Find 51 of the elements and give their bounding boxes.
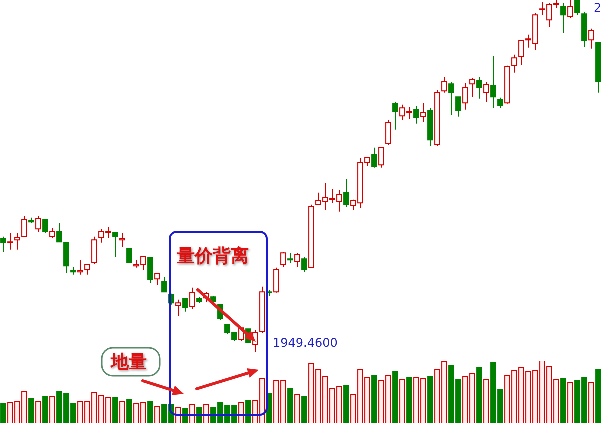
candlestick xyxy=(518,40,524,66)
candlestick xyxy=(64,242,70,274)
candlestick xyxy=(92,236,98,264)
candlestick xyxy=(280,252,286,268)
candlestick xyxy=(22,216,28,238)
candlestick xyxy=(274,267,280,294)
annotation: 地量 xyxy=(111,351,147,374)
candlestick xyxy=(50,228,56,238)
candlestick xyxy=(176,299,182,317)
candlestick xyxy=(288,252,294,264)
candlestick xyxy=(344,178,350,208)
candlestick xyxy=(372,147,378,168)
candlestick xyxy=(414,105,420,124)
candlestick xyxy=(392,102,398,130)
candlestick xyxy=(574,0,580,16)
candlestick xyxy=(386,120,392,146)
candlestick xyxy=(36,216,42,232)
candlestick xyxy=(154,272,160,286)
candlestick xyxy=(148,258,154,284)
candlestick xyxy=(182,298,188,312)
candlestick xyxy=(476,76,482,100)
candlestick xyxy=(448,82,454,116)
candlestick xyxy=(512,54,518,74)
candlestick xyxy=(294,252,300,268)
candlestick xyxy=(378,146,384,168)
candlestick xyxy=(302,256,308,273)
candlestick xyxy=(498,97,504,109)
candlestick xyxy=(560,2,566,34)
candlestick xyxy=(190,287,196,310)
candlestick xyxy=(162,276,168,293)
candlestick xyxy=(588,28,594,50)
annotation: 1949.4600 xyxy=(273,336,338,350)
candlestick xyxy=(14,232,20,250)
candlestick xyxy=(470,78,476,98)
candlestick xyxy=(420,102,426,123)
candlestick xyxy=(442,76,448,94)
candlestick xyxy=(78,260,84,276)
candlestick xyxy=(56,222,62,243)
candlestick xyxy=(0,236,6,253)
candlestick xyxy=(120,232,126,248)
candlestick xyxy=(456,96,462,118)
candlestick xyxy=(490,55,496,109)
candlestick xyxy=(42,218,48,234)
candlestick xyxy=(112,232,118,258)
candlestick xyxy=(484,82,490,103)
candlestick xyxy=(8,232,14,250)
candlestick xyxy=(462,82,468,110)
annotation: 2 xyxy=(594,1,602,15)
annotation: 量价背离 xyxy=(177,245,249,268)
candlestick xyxy=(126,248,132,264)
candlestick xyxy=(84,264,90,276)
